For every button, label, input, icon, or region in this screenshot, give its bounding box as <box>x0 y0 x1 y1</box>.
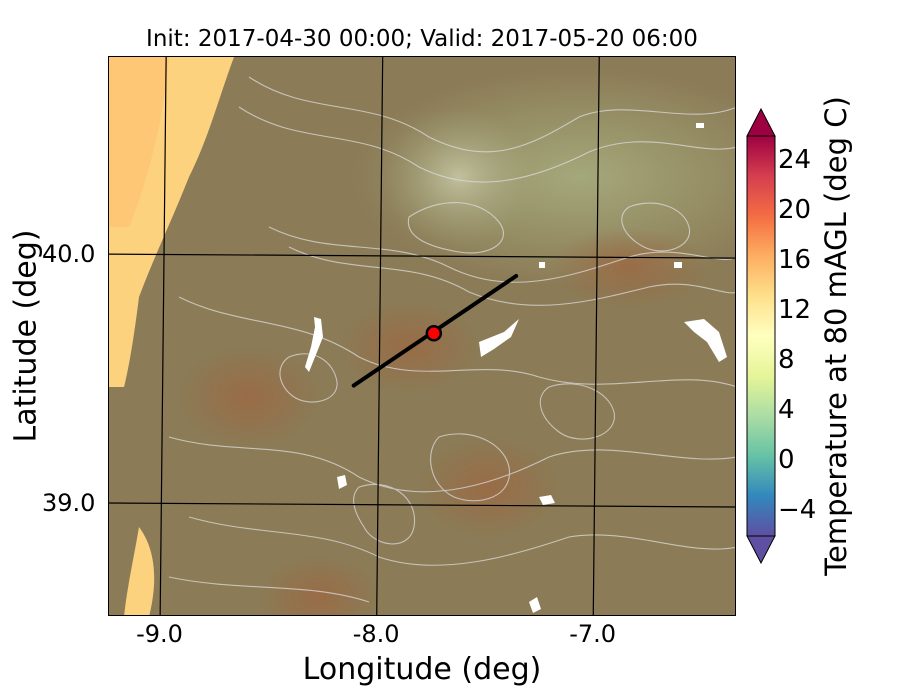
colorbar-max-extension <box>746 107 776 137</box>
colorbar-body <box>746 135 776 537</box>
colorbar-min-extension <box>746 535 776 565</box>
colorbar-tick-label: 8 <box>778 345 795 375</box>
x-tick-label: -9.0 <box>136 620 183 648</box>
colorbar <box>746 107 776 565</box>
coastal-warm-core <box>109 57 169 227</box>
temperature-contours <box>168 76 735 603</box>
y-axis-label: Latitude (deg) <box>8 229 44 443</box>
warm-south-region <box>259 557 379 615</box>
x-axis-label: Longitude (deg) <box>302 652 542 687</box>
transect-overlay <box>351 274 519 388</box>
y-tick-label: 39.0 <box>42 489 96 517</box>
graticule <box>109 57 735 615</box>
x-tick-label: -7.0 <box>569 620 617 648</box>
parallel-line <box>109 502 735 508</box>
colorbar-tick-label: 12 <box>778 295 812 325</box>
map-area[interactable] <box>108 56 736 616</box>
parallel-line <box>109 253 735 259</box>
highland-peak-region <box>379 107 539 247</box>
southern-coast-strip <box>124 527 155 615</box>
reservoirs <box>305 123 727 613</box>
colorbar-tick-label: 24 <box>778 145 812 175</box>
colorbar-tick-label: 4 <box>778 395 795 425</box>
warm-valley-region <box>549 227 709 307</box>
map-canvas <box>109 57 735 615</box>
x-tick-label: -8.0 <box>352 620 400 648</box>
colorbar-label: Temperature at 80 mAGL (deg C) <box>819 96 853 576</box>
location-marker[interactable] <box>425 325 443 342</box>
y-tick-label: 40.0 <box>42 240 96 269</box>
plot-title: Init: 2017-04-30 00:00; Valid: 2017-05-2… <box>146 26 698 52</box>
meridian-line <box>159 57 167 615</box>
warm-lowland-region <box>179 347 319 447</box>
colorbar-tick-label: 0 <box>778 445 795 475</box>
warm-basin-region <box>419 437 559 537</box>
colorbar-scale <box>746 107 776 565</box>
colorbar-tick-label: 20 <box>778 195 812 225</box>
meridian-line <box>376 57 384 615</box>
colorbar-tick-label: 16 <box>778 245 812 275</box>
colorbar-tick-label: −4 <box>778 495 817 525</box>
meridian-line <box>592 57 600 615</box>
